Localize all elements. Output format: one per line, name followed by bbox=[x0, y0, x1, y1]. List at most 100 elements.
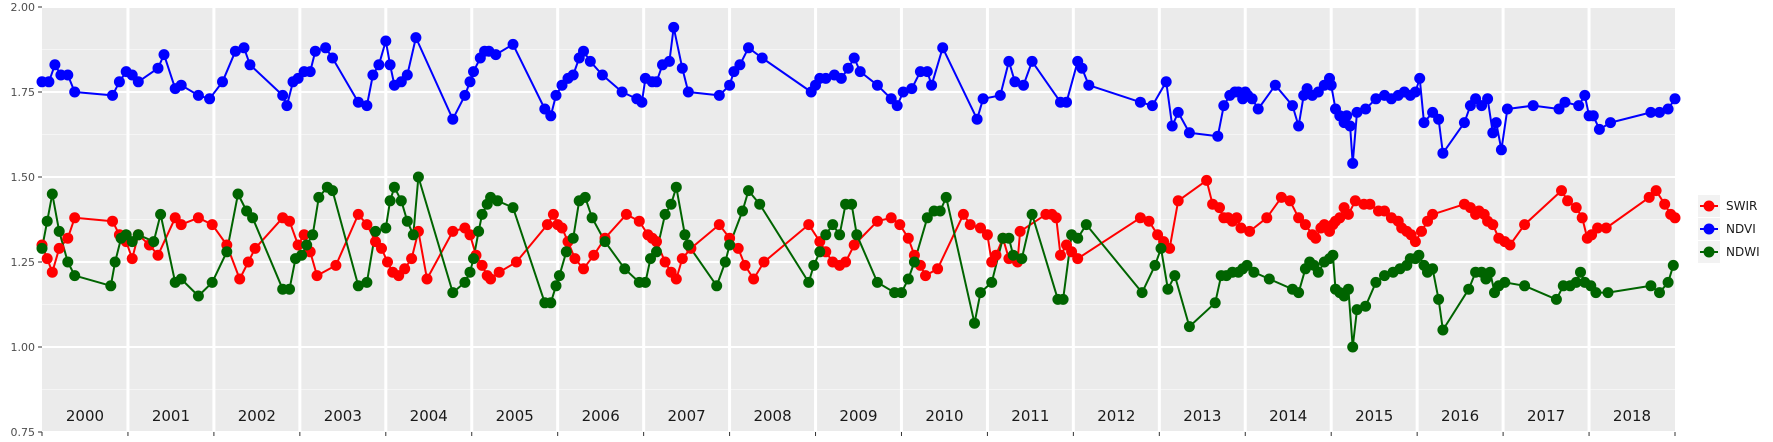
data-point-swir bbox=[981, 229, 993, 241]
data-point-swir bbox=[1214, 202, 1225, 214]
data-point-ndvi bbox=[567, 69, 579, 81]
year-label: 2004 bbox=[410, 407, 448, 425]
data-point-ndwi bbox=[651, 246, 662, 258]
data-point-swir bbox=[1349, 195, 1361, 207]
data-point-ndvi bbox=[676, 62, 688, 74]
data-point-ndvi bbox=[1166, 120, 1178, 132]
data-point-swir bbox=[848, 239, 860, 251]
data-point-ndwi bbox=[105, 280, 117, 292]
data-point-ndvi bbox=[238, 42, 250, 54]
data-point-ndvi bbox=[1501, 103, 1513, 115]
data-point-ndvi bbox=[507, 38, 519, 50]
data-point-swir bbox=[840, 256, 852, 268]
data-point-ndvi bbox=[1009, 76, 1021, 88]
data-point-ndvi bbox=[69, 86, 81, 98]
data-point-swir bbox=[1592, 222, 1604, 234]
data-point-swir bbox=[1275, 191, 1287, 203]
data-point-ndwi bbox=[1413, 249, 1425, 261]
data-point-ndvi bbox=[1083, 79, 1095, 91]
data-point-ndwi bbox=[232, 188, 244, 200]
data-point-swir bbox=[382, 256, 393, 268]
data-point-ndvi bbox=[1146, 100, 1158, 112]
legend-key-point-ndvi bbox=[1703, 223, 1715, 235]
data-point-ndwi bbox=[327, 185, 338, 197]
data-point-ndwi bbox=[1003, 232, 1015, 244]
data-point-swir bbox=[242, 256, 254, 268]
data-point-swir bbox=[1334, 212, 1346, 224]
year-label: 2014 bbox=[1269, 407, 1307, 425]
data-point-ndvi bbox=[1669, 93, 1681, 105]
data-point-ndwi bbox=[1183, 321, 1195, 333]
data-point-ndwi bbox=[221, 246, 233, 258]
data-point-swir bbox=[633, 215, 645, 227]
data-point-ndvi bbox=[447, 113, 459, 125]
data-point-ndvi bbox=[309, 45, 321, 57]
data-point-swir bbox=[1364, 198, 1376, 210]
data-point-ndwi bbox=[553, 270, 565, 282]
data-point-ndwi bbox=[1379, 270, 1390, 282]
data-point-ndwi bbox=[665, 198, 677, 210]
data-point-ndvi bbox=[175, 79, 187, 91]
data-point-ndvi bbox=[1246, 93, 1258, 105]
data-point-ndwi bbox=[560, 246, 572, 258]
data-point-ndvi bbox=[380, 35, 392, 47]
data-point-swir bbox=[957, 208, 969, 220]
data-point-ndvi bbox=[410, 32, 422, 44]
data-point-ndwi bbox=[395, 195, 407, 207]
data-point-ndwi bbox=[1080, 219, 1092, 231]
data-point-swir bbox=[1014, 225, 1026, 237]
data-point-ndvi bbox=[1587, 110, 1599, 122]
data-point-ndwi bbox=[820, 229, 832, 241]
data-point-swir bbox=[713, 219, 725, 231]
data-point-ndvi bbox=[1482, 93, 1494, 105]
data-point-ndwi bbox=[1155, 242, 1167, 254]
data-point-swir bbox=[485, 273, 497, 285]
data-point-ndwi bbox=[1162, 283, 1174, 295]
y-tick-label: 1.25 bbox=[11, 256, 36, 269]
data-point-ndvi bbox=[62, 69, 74, 81]
data-point-swir bbox=[46, 266, 58, 278]
data-point-swir bbox=[192, 212, 204, 224]
data-point-ndwi bbox=[940, 191, 952, 203]
data-point-swir bbox=[493, 266, 505, 278]
data-point-swir bbox=[659, 256, 671, 268]
data-point-ndwi bbox=[507, 202, 519, 214]
data-point-ndvi bbox=[401, 69, 413, 81]
data-point-ndvi bbox=[734, 59, 746, 71]
data-point-ndwi bbox=[62, 256, 74, 268]
data-point-swir bbox=[975, 222, 986, 234]
data-point-swir bbox=[1427, 208, 1439, 220]
legend: SWIR NDVI NDWI bbox=[1698, 195, 1760, 263]
data-point-swir bbox=[803, 219, 815, 231]
data-point-ndwi bbox=[986, 276, 998, 288]
data-point-ndwi bbox=[679, 229, 691, 241]
data-point-ndvi bbox=[367, 69, 379, 81]
data-point-ndvi bbox=[1160, 76, 1172, 88]
data-point-ndvi bbox=[906, 83, 918, 95]
data-point-swir bbox=[1556, 185, 1567, 197]
data-point-ndwi bbox=[846, 198, 858, 210]
data-point-swir bbox=[234, 273, 246, 285]
data-point-swir bbox=[1055, 249, 1066, 261]
data-point-swir bbox=[990, 249, 1002, 261]
data-point-ndvi bbox=[281, 100, 293, 112]
data-point-swir bbox=[330, 259, 342, 271]
data-point-ndwi bbox=[754, 198, 766, 210]
data-point-ndwi bbox=[550, 280, 562, 292]
data-point-swir bbox=[1072, 253, 1084, 265]
data-point-swir bbox=[1519, 219, 1531, 231]
data-point-ndvi bbox=[1018, 79, 1029, 91]
data-point-ndvi bbox=[550, 89, 562, 101]
year-label: 2008 bbox=[753, 407, 791, 425]
data-point-swir bbox=[1293, 212, 1305, 224]
data-point-swir bbox=[311, 270, 323, 282]
year-label: 2011 bbox=[1011, 407, 1049, 425]
data-point-ndvi bbox=[1418, 117, 1430, 129]
data-point-ndwi bbox=[1209, 297, 1221, 309]
y-axis: 0.75 1.00 1.25 1.50 1.75 2.00 bbox=[11, 1, 42, 439]
data-point-swir bbox=[964, 219, 976, 231]
data-point-ndwi bbox=[808, 259, 820, 271]
data-point-ndwi bbox=[659, 208, 671, 220]
data-point-ndvi bbox=[1183, 127, 1195, 139]
